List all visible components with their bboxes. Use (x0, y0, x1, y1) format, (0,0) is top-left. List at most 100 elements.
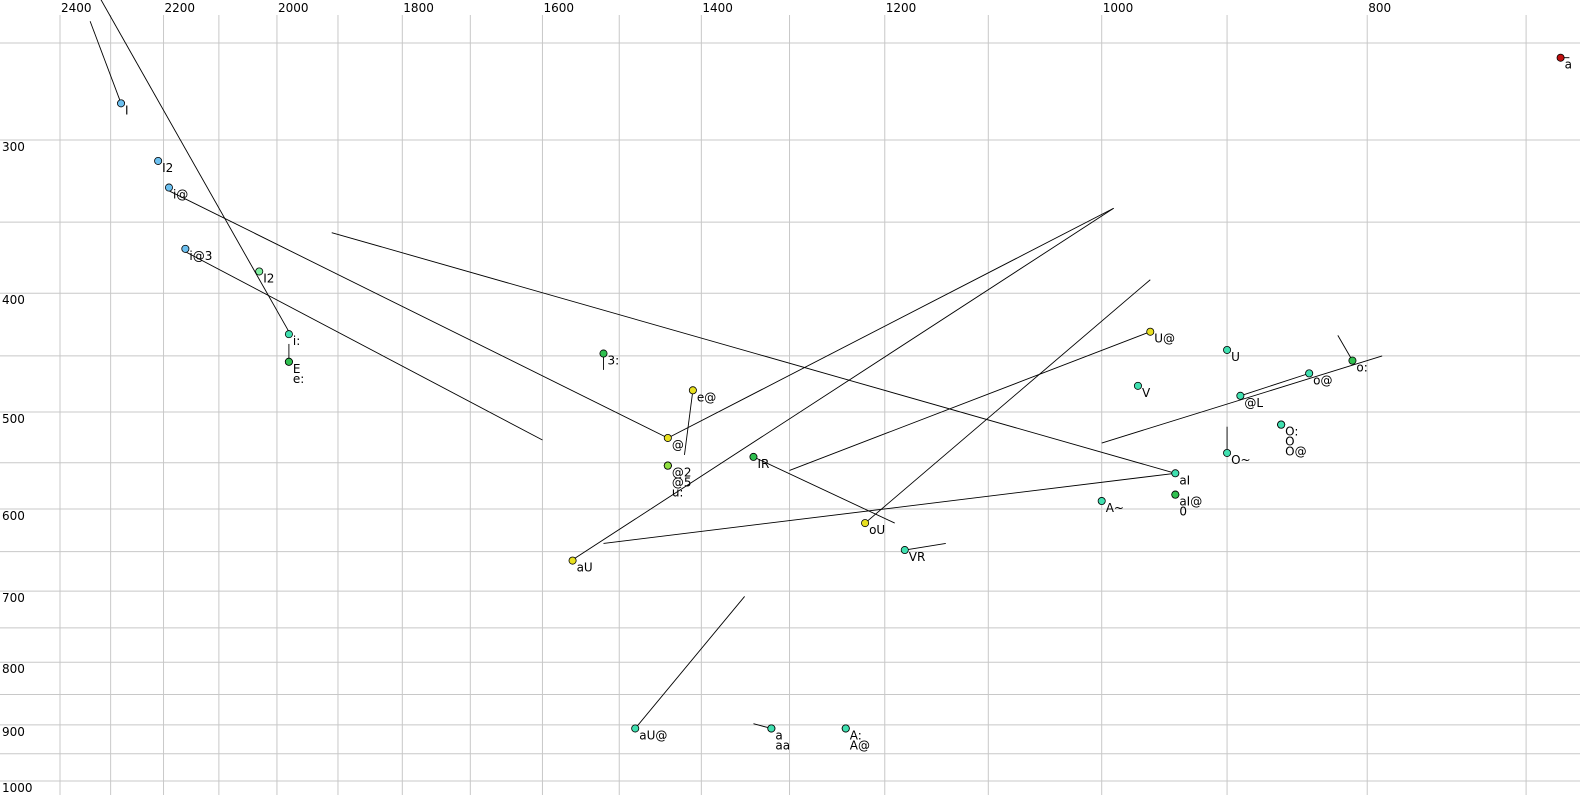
trajectory (634, 596, 745, 729)
vowel-label: I (125, 103, 129, 117)
vowel-point (1223, 448, 1232, 457)
vowel-label: oU (869, 523, 885, 537)
trajectory (603, 472, 1176, 544)
x-tick-label: 2400 (61, 1, 92, 15)
y-tick-label: 900 (2, 725, 25, 739)
trajectory (789, 331, 1151, 471)
vowel-label: IR (757, 457, 769, 471)
vowel-label: VR (909, 550, 926, 564)
trajectory (185, 251, 543, 441)
vowel-point (164, 183, 173, 192)
x-tick-label: 1000 (1103, 1, 1134, 15)
vowel-point (861, 519, 870, 528)
vowel-label: e: (293, 372, 304, 386)
vowel-label: A~ (1106, 501, 1124, 515)
vowel-point (663, 461, 672, 470)
trajectory (864, 279, 1151, 524)
vowel-label: O: (1285, 425, 1298, 439)
y-tick-label: 600 (2, 509, 25, 523)
vowel-label: i: (293, 334, 300, 348)
vowel-point (255, 267, 264, 276)
vowel-point (154, 156, 163, 165)
vowel-label: U (1231, 350, 1240, 364)
x-tick-label: 2200 (165, 1, 196, 15)
y-tick-label: 700 (2, 591, 25, 605)
vowel-point (841, 724, 850, 733)
y-tick-label: 400 (2, 293, 25, 307)
trajectory (1337, 335, 1353, 361)
vowel-point (568, 556, 577, 565)
vowel-point (1133, 381, 1142, 390)
trajectory (1101, 355, 1383, 444)
vowel-label: 3: (607, 354, 619, 368)
vowel-label: a (1565, 58, 1572, 72)
vowel-label: I2 (162, 161, 173, 175)
trajectory (168, 190, 669, 439)
y-tick-label: 300 (2, 140, 25, 154)
vowel-point (688, 386, 697, 395)
vowel-label: @5 (672, 476, 692, 490)
trajectory (1240, 372, 1310, 397)
vowel-label: O~ (1231, 453, 1251, 467)
vowel-point (1277, 420, 1286, 429)
vowel-label: i@3 (189, 249, 212, 263)
vowel-label: 0 (1179, 505, 1187, 519)
trajectory (89, 21, 122, 104)
vowel-label: A: (850, 728, 862, 742)
vowel-point (749, 452, 758, 461)
vowel-label: O (1285, 435, 1294, 449)
trajectory (100, 0, 290, 332)
vowel-label: aI (1179, 473, 1190, 487)
y-tick-label: 500 (2, 412, 25, 426)
x-tick-label: 2000 (278, 1, 309, 15)
x-tick-label: 800 (1368, 1, 1391, 15)
vowel-label: A@ (850, 738, 870, 752)
vowel-label: i@ (173, 188, 188, 202)
vowel-point (1348, 356, 1357, 365)
vowel-label: O@ (1285, 445, 1306, 459)
vowel-label: aa (775, 738, 790, 752)
vowel-point (663, 433, 672, 442)
trajectory (753, 456, 895, 524)
vowel-label: o: (1356, 361, 1367, 375)
trajectory (572, 207, 1114, 561)
vowel-label: aU@ (639, 728, 667, 742)
vowel-label: E (293, 362, 301, 376)
vowel-point (1305, 369, 1314, 378)
vowel-point (1556, 53, 1565, 62)
x-tick-label: 1600 (543, 1, 574, 15)
y-tick-label: 1000 (2, 781, 33, 795)
vowel-label: @L (1244, 396, 1263, 410)
vowel-label: U@ (1154, 332, 1175, 346)
vowel-label: I2 (263, 271, 274, 285)
trajectory (684, 390, 694, 455)
vowel-point (284, 357, 293, 366)
vowel-point (117, 99, 126, 108)
vowel-point (1171, 490, 1180, 499)
vowel-label: u: (672, 486, 684, 500)
vowel-point (599, 349, 608, 358)
vowel-label: @ (672, 438, 684, 452)
vowel-point (767, 724, 776, 733)
vowel-label: o@ (1313, 373, 1332, 387)
trajectory (667, 207, 1114, 439)
x-tick-label: 1800 (403, 1, 434, 15)
vowel-point (1223, 345, 1232, 354)
vowel-label: aU (577, 561, 593, 575)
vowel-label: @2 (672, 466, 692, 480)
vowel-label: aI@ (1179, 495, 1202, 509)
trajectory (331, 232, 1176, 474)
vowel-point (1171, 469, 1180, 478)
vowel-point (900, 546, 909, 555)
vowel-point (1146, 327, 1155, 336)
vowel-point (181, 244, 190, 253)
x-tick-label: 1400 (702, 1, 733, 15)
vowel-point (1097, 497, 1106, 506)
x-tick-label: 1200 (886, 1, 917, 15)
vowel-label: e@ (697, 390, 716, 404)
vowel-point (1236, 391, 1245, 400)
vowel-point (631, 724, 640, 733)
vowel-point (284, 330, 293, 339)
